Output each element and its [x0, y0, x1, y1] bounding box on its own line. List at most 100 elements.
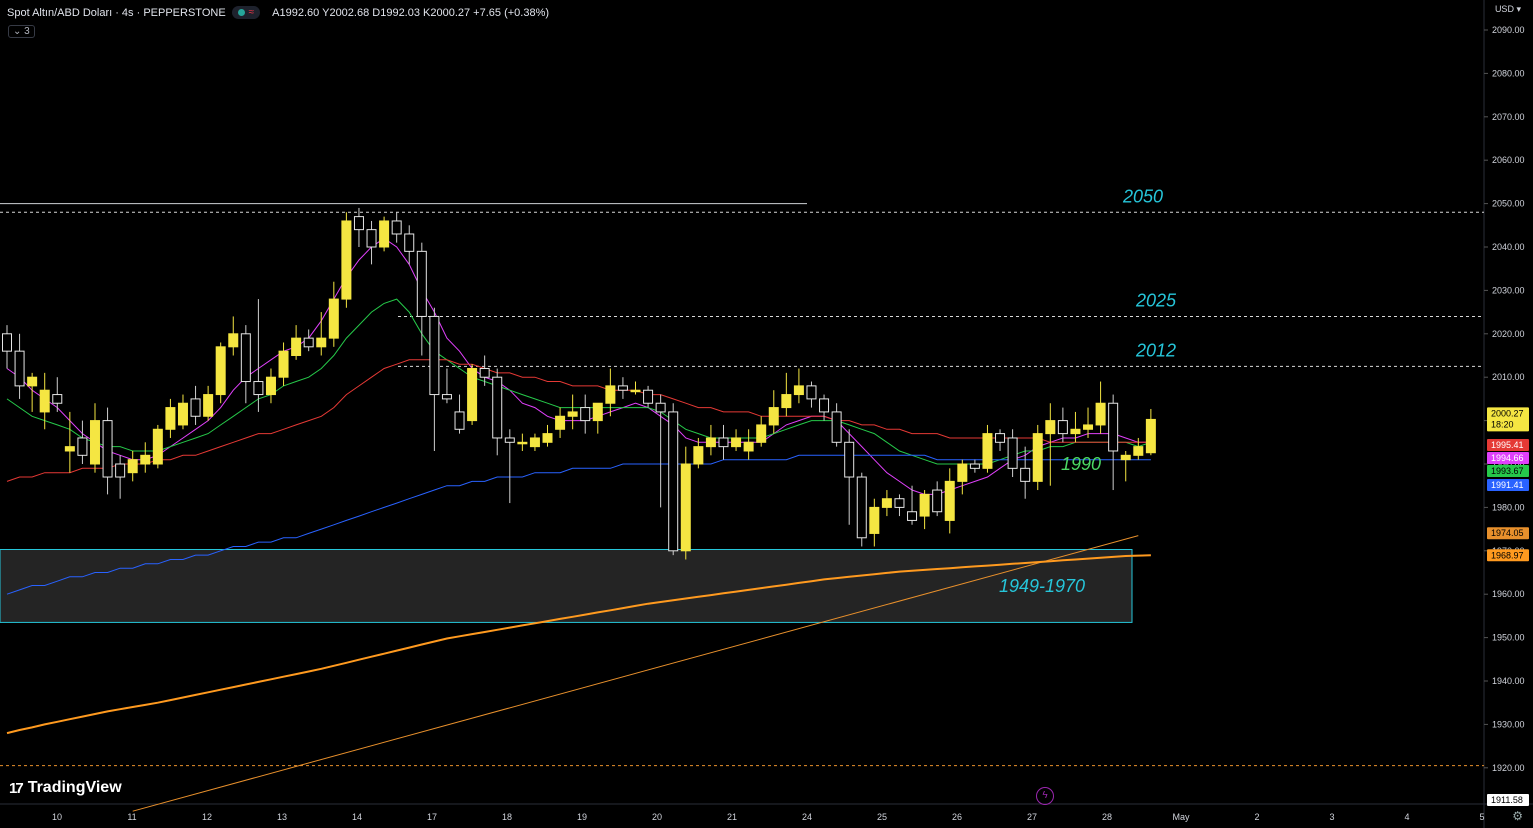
symbol-title[interactable]: Spot Altın/ABD Doları · 4s · PEPPERSTONE: [7, 6, 226, 19]
y-tick-label: 2070.00: [1492, 112, 1525, 122]
price-tag: [1487, 439, 1529, 451]
candle-body: [379, 220, 390, 248]
level-labels: 2050 2025 2012 1949-1970 1990: [999, 186, 1177, 596]
candle-body: [831, 411, 842, 443]
x-tick-label: May: [1172, 812, 1190, 822]
price-tag: [1487, 407, 1529, 432]
candle-body: [2, 333, 12, 352]
candle-body: [1120, 454, 1131, 461]
candle-body: [668, 411, 679, 552]
ma-line-sma-long: [6, 454, 1151, 595]
candle-body: [127, 459, 138, 474]
candle-body: [1020, 467, 1031, 482]
x-tick-label: 12: [202, 812, 212, 822]
candle-body: [1057, 420, 1068, 435]
settings-gear-icon[interactable]: ⚙: [1512, 809, 1523, 823]
x-tick-label: 27: [1027, 812, 1037, 822]
candle-body: [768, 407, 779, 426]
candle-body: [416, 250, 427, 317]
candle-body: [39, 389, 50, 413]
ma-line-sma-fast: [6, 237, 1151, 495]
annotation-1990: 1990: [1061, 454, 1101, 474]
candle-body: [907, 511, 918, 521]
candle-body: [555, 415, 566, 430]
currency-label: USD: [1494, 4, 1514, 14]
support-zone: [0, 548, 1133, 623]
candle-body: [756, 424, 767, 443]
indicator-collapse-button[interactable]: ⌄ 3: [8, 25, 35, 38]
candle-body: [102, 420, 113, 478]
candle-body: [894, 498, 905, 508]
x-tick-label: 13: [277, 812, 287, 822]
candle-body: [995, 433, 1006, 443]
x-tick-label: 17: [427, 812, 437, 822]
y-tick-label: 1920.00: [1492, 763, 1525, 773]
candle-body: [605, 385, 616, 404]
candle-body: [655, 402, 666, 413]
x-tick-label: 20: [652, 812, 662, 822]
candle-body: [932, 489, 943, 513]
level-lines: [0, 203, 1484, 767]
candle-body: [341, 220, 352, 300]
price-tag: [1487, 452, 1529, 464]
candle-body: [165, 407, 176, 430]
candle-body: [1007, 437, 1018, 469]
candle-body: [52, 394, 63, 404]
candle-body: [944, 480, 955, 521]
x-tick-label: 28: [1102, 812, 1112, 822]
x-tick-label: 25: [877, 812, 887, 822]
price-tag: [1487, 465, 1529, 477]
level-label-2025: 2025: [1135, 290, 1177, 310]
candle-body: [881, 498, 892, 508]
level-label-2050: 2050: [1122, 186, 1163, 206]
candle-body: [177, 402, 188, 426]
market-status-pill[interactable]: ≈: [231, 6, 261, 19]
candle-body: [630, 389, 641, 393]
price-tag-label: 2000.27: [1491, 408, 1524, 418]
currency-selector[interactable]: USD ▾: [1495, 4, 1521, 15]
candle-body: [1108, 402, 1119, 452]
caret-down-icon: ▾: [1516, 4, 1521, 14]
x-tick-label: 2: [1254, 812, 1259, 822]
price-tag-label: 1968.97: [1491, 550, 1524, 560]
price-tag: [1487, 794, 1529, 806]
market-open-dot-icon: [237, 9, 245, 16]
candle-body: [1145, 418, 1156, 454]
candle-body: [542, 433, 553, 443]
candle-body: [1045, 420, 1056, 435]
candle-body: [203, 394, 214, 417]
candle-body: [680, 463, 691, 552]
candle-body: [856, 476, 867, 539]
candle-body: [14, 350, 25, 387]
lightning-icon[interactable]: ϟ: [1036, 787, 1054, 805]
candle-body: [316, 337, 327, 348]
x-tick-label: 4: [1404, 812, 1409, 822]
candle-body: [353, 216, 364, 231]
candle-body: [705, 437, 716, 448]
indicator-count: 3: [24, 26, 30, 37]
price-tag-label: 1993.67: [1491, 466, 1524, 476]
x-tick-label: 26: [952, 812, 962, 822]
candle-body: [517, 441, 528, 445]
y-tick-label: 2040.00: [1492, 242, 1525, 252]
candle-body: [806, 385, 817, 400]
y-tick-label: 1940.00: [1492, 676, 1525, 686]
x-tick-label: 24: [802, 812, 812, 822]
wave-icon: ≈: [248, 7, 255, 18]
time-axis[interactable]: 10 11 12 13 14 17 18 19 20 21 24 25 26 27 28 May 2 3 4 5: [52, 812, 1485, 822]
tradingview-logo[interactable]: 17 TradingView: [9, 779, 122, 797]
x-tick-label: 18: [502, 812, 512, 822]
x-tick-label: 5: [1479, 812, 1484, 822]
ma-line-sma-200: [6, 554, 1151, 735]
candle-body: [404, 233, 415, 252]
level-label-2012: 2012: [1135, 340, 1176, 360]
candle-body: [265, 376, 276, 396]
candle-body: [152, 428, 163, 465]
candle-body: [89, 420, 100, 465]
x-tick-label: 3: [1329, 812, 1334, 822]
y-tick-label: 1950.00: [1492, 633, 1525, 643]
price-tag-label: 1911.58: [1491, 795, 1523, 805]
